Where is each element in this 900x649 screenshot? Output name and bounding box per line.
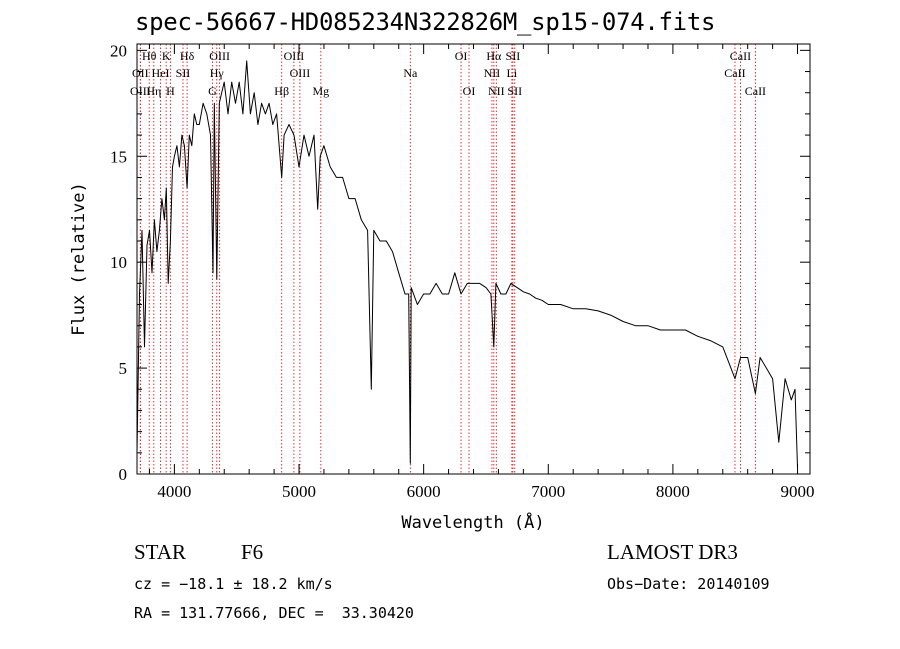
line-marker-label: Hβ bbox=[274, 84, 289, 98]
redshift-value: cz = −18.1 ± 18.2 km/s bbox=[134, 575, 333, 593]
plot-frame bbox=[136, 43, 811, 475]
line-marker-label: CaII bbox=[745, 84, 766, 98]
y-tick-label: 0 bbox=[119, 465, 128, 484]
y-tick-label: 5 bbox=[119, 359, 128, 378]
line-marker-label: OI bbox=[463, 84, 476, 98]
x-tick-label: 8000 bbox=[656, 482, 690, 501]
line-marker-label: Mg bbox=[312, 84, 329, 98]
line-marker-label: H bbox=[166, 84, 175, 98]
line-markers bbox=[139, 44, 756, 474]
y-axis-label: Flux (relative) bbox=[69, 182, 89, 336]
object-class: STAR bbox=[134, 540, 186, 564]
line-marker-label: Hη bbox=[146, 84, 161, 98]
y-tick-label: 15 bbox=[110, 147, 127, 166]
x-tick-label: 4000 bbox=[157, 482, 191, 501]
object-subclass: F6 bbox=[241, 540, 264, 564]
survey-name: LAMOST DR3 bbox=[607, 540, 738, 564]
line-marker-label: OIII bbox=[209, 49, 230, 63]
y-tick-label: 10 bbox=[110, 253, 127, 272]
x-axis-ticks: 4000 5000 6000 7000 8000 9000 bbox=[148, 44, 815, 501]
line-marker-label: HeI bbox=[152, 66, 170, 80]
y-tick-label: 20 bbox=[110, 41, 127, 60]
line-marker-label: Hγ bbox=[210, 66, 225, 80]
line-marker-label: Na bbox=[403, 66, 418, 80]
x-axis-label: Wavelength (Å) bbox=[401, 511, 544, 533]
line-marker-label: OIII bbox=[290, 66, 311, 80]
line-marker-label: SII bbox=[507, 84, 522, 98]
line-marker-label: Hα bbox=[486, 49, 502, 63]
line-marker-label: Li bbox=[507, 66, 518, 80]
line-marker-label: SII bbox=[506, 49, 521, 63]
line-marker-label: OI bbox=[455, 49, 468, 63]
line-marker-label: CaII bbox=[730, 49, 751, 63]
x-tick-label: 5000 bbox=[282, 482, 316, 501]
coordinates: RA = 131.77666, DEC = 33.30420 bbox=[134, 604, 414, 622]
chart-title: spec-56667-HD085234N322826M_sp15-074.fit… bbox=[135, 8, 716, 36]
line-marker-label: Hδ bbox=[180, 49, 195, 63]
line-marker-label: G bbox=[208, 84, 217, 98]
line-marker-label: CaII bbox=[724, 66, 745, 80]
x-tick-label: 7000 bbox=[531, 482, 565, 501]
x-tick-label: 6000 bbox=[407, 482, 441, 501]
line-marker-label: K bbox=[162, 49, 171, 63]
line-marker-label: OII bbox=[132, 66, 149, 80]
spectrum-line bbox=[136, 60, 798, 468]
line-marker-label: NII bbox=[484, 66, 501, 80]
y-axis-ticks: 0 5 10 15 20 bbox=[110, 41, 810, 484]
line-marker-label: NII bbox=[488, 84, 505, 98]
obs-date: Obs−Date: 20140109 bbox=[607, 575, 770, 593]
line-marker-label: OIII bbox=[130, 84, 151, 98]
line-marker-label: Hθ bbox=[142, 49, 157, 63]
line-marker-label: OIII bbox=[284, 49, 305, 63]
x-tick-label: 9000 bbox=[781, 482, 815, 501]
line-marker-label: SII bbox=[176, 66, 191, 80]
